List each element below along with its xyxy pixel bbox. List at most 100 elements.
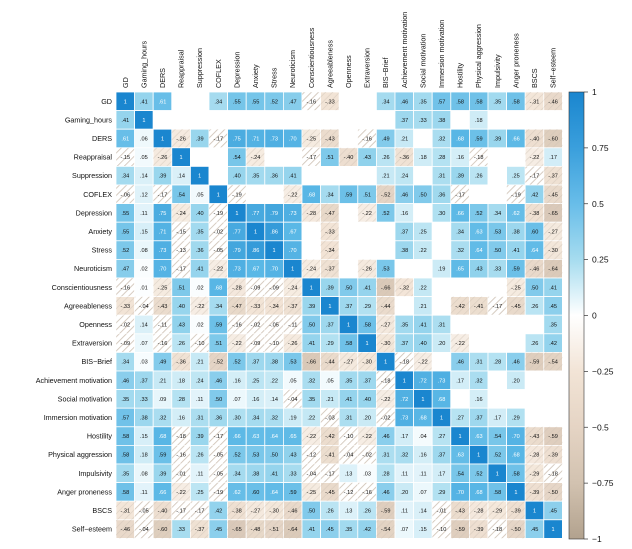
cell-value-label: .41 [419,323,427,329]
heatmap-cell-hatch [450,185,470,204]
heatmap-cell [320,165,340,186]
heatmap-cell-hatch [357,129,377,148]
heatmap-cell [450,110,470,130]
cell-value-label: -.43 [455,509,465,515]
heatmap-cell-hatch [525,426,544,446]
cell-value-label: .58 [475,99,483,105]
cell-value-label: .68 [307,192,315,198]
cell-value-label: 1 [347,323,350,329]
cell-value-label: .37 [438,453,446,459]
column-label: BIS−Brief [381,57,390,88]
cell-value-label: -.60 [158,527,168,533]
cell-value-label: .41 [196,267,204,273]
cell-value-label: .50 [307,509,315,515]
cell-value-label: -.06 [120,192,130,198]
colorbar-tick-label: 0 [592,311,597,321]
row-label: Reappraisal [74,153,113,162]
heatmap-cell-hatch [246,278,265,297]
cell-value-label: .15 [140,434,148,440]
heatmap-cell-hatch [543,203,563,223]
cell-value-label: .42 [214,509,222,515]
heatmap-cell-hatch [339,147,358,167]
heatmap-cell-hatch [320,203,340,223]
heatmap-cell-hatch [320,92,340,111]
cell-value-label: -.18 [492,527,502,533]
row-label: Anger proneness [57,487,112,496]
heatmap-cell-hatch [302,92,321,111]
heatmap-cell-hatch [302,147,321,167]
cell-value-label: .68 [475,490,483,496]
cell-value-label: .30 [233,416,241,422]
heatmap-cell-hatch [227,278,247,297]
heatmap-cell-hatch [320,464,340,483]
cell-value-label: .73 [400,416,408,422]
cell-value-label: 1 [161,137,164,143]
heatmap-cell-hatch [171,352,191,371]
cell-value-label: -.52 [381,192,391,198]
heatmap-cell-hatch [134,501,154,520]
cell-value-label: .19 [438,267,446,273]
heatmap-cell-hatch [339,352,358,371]
heatmap-cell-hatch [525,259,544,278]
heatmap-cell [357,240,377,260]
heatmap-cell [227,110,247,130]
column-label: Neuroticism [288,50,297,88]
heatmap-cell-hatch [209,222,228,241]
heatmap-cell [543,407,563,428]
cell-value-label: .40 [363,397,371,403]
cell-value-label: -.10 [195,341,205,347]
heatmap-cell [413,128,433,149]
column-label: Physical aggression [474,24,483,88]
cell-value-label: .22 [419,248,427,254]
heatmap-cell [338,91,359,112]
heatmap-cell-hatch [450,501,470,520]
cell-value-label: -.11 [158,323,167,329]
cell-value-label: .68 [512,453,520,459]
colorbar-tick-label: 0.25 [592,255,609,265]
heatmap-cell [189,91,210,112]
cell-value-label: -.39 [474,527,484,533]
cell-value-label: .24 [196,378,204,384]
row-label: BIS−Brief [81,357,112,366]
column-label: Self−esteem [549,48,558,88]
cell-value-label: -.31 [120,509,130,515]
cell-value-label: .35 [345,378,353,384]
row-label: Stress [92,246,113,255]
cell-value-label: -.02 [362,453,372,459]
row-label: DERS [92,134,112,143]
heatmap-cell [543,389,563,409]
cell-value-label: -.46 [530,267,540,273]
cell-value-label: .11 [401,509,408,515]
cell-value-label: .14 [270,397,278,403]
cell-value-label: .60 [252,490,260,496]
cell-value-label: -.40 [344,155,354,161]
heatmap-cell-hatch [283,501,302,520]
heatmap-cell-hatch [116,147,135,167]
heatmap-cell-hatch [357,259,377,278]
heatmap-cell-hatch [227,185,247,204]
heatmap-cell [208,110,229,130]
cell-value-label: .59 [159,453,167,459]
cell-value-label: .50 [345,285,353,291]
cell-value-label: .79 [270,211,278,217]
cell-value-label: .46 [382,490,390,496]
heatmap-cell-hatch [469,519,488,539]
cell-value-label: .39 [196,137,204,143]
cell-value-label: .17 [456,378,464,384]
cell-value-label: .41 [363,285,371,291]
heatmap-cell-hatch [376,519,395,539]
cell-value-label: -.10 [269,341,279,347]
cell-value-label: 1 [217,192,220,198]
heatmap-cell-hatch [320,222,340,241]
heatmap-cell-hatch [283,296,302,316]
cell-value-label: -.46 [288,509,298,515]
heatmap-cell-hatch [227,501,247,520]
cell-value-label: .65 [456,267,464,273]
heatmap-cell-hatch [283,278,302,297]
cell-value-label: .34 [214,304,222,310]
cell-value-label: -.16 [232,323,242,329]
heatmap-cell-hatch [246,296,265,316]
cell-value-label: .51 [177,285,185,291]
heatmap-cell-hatch [320,129,340,148]
heatmap-cell [431,277,452,298]
